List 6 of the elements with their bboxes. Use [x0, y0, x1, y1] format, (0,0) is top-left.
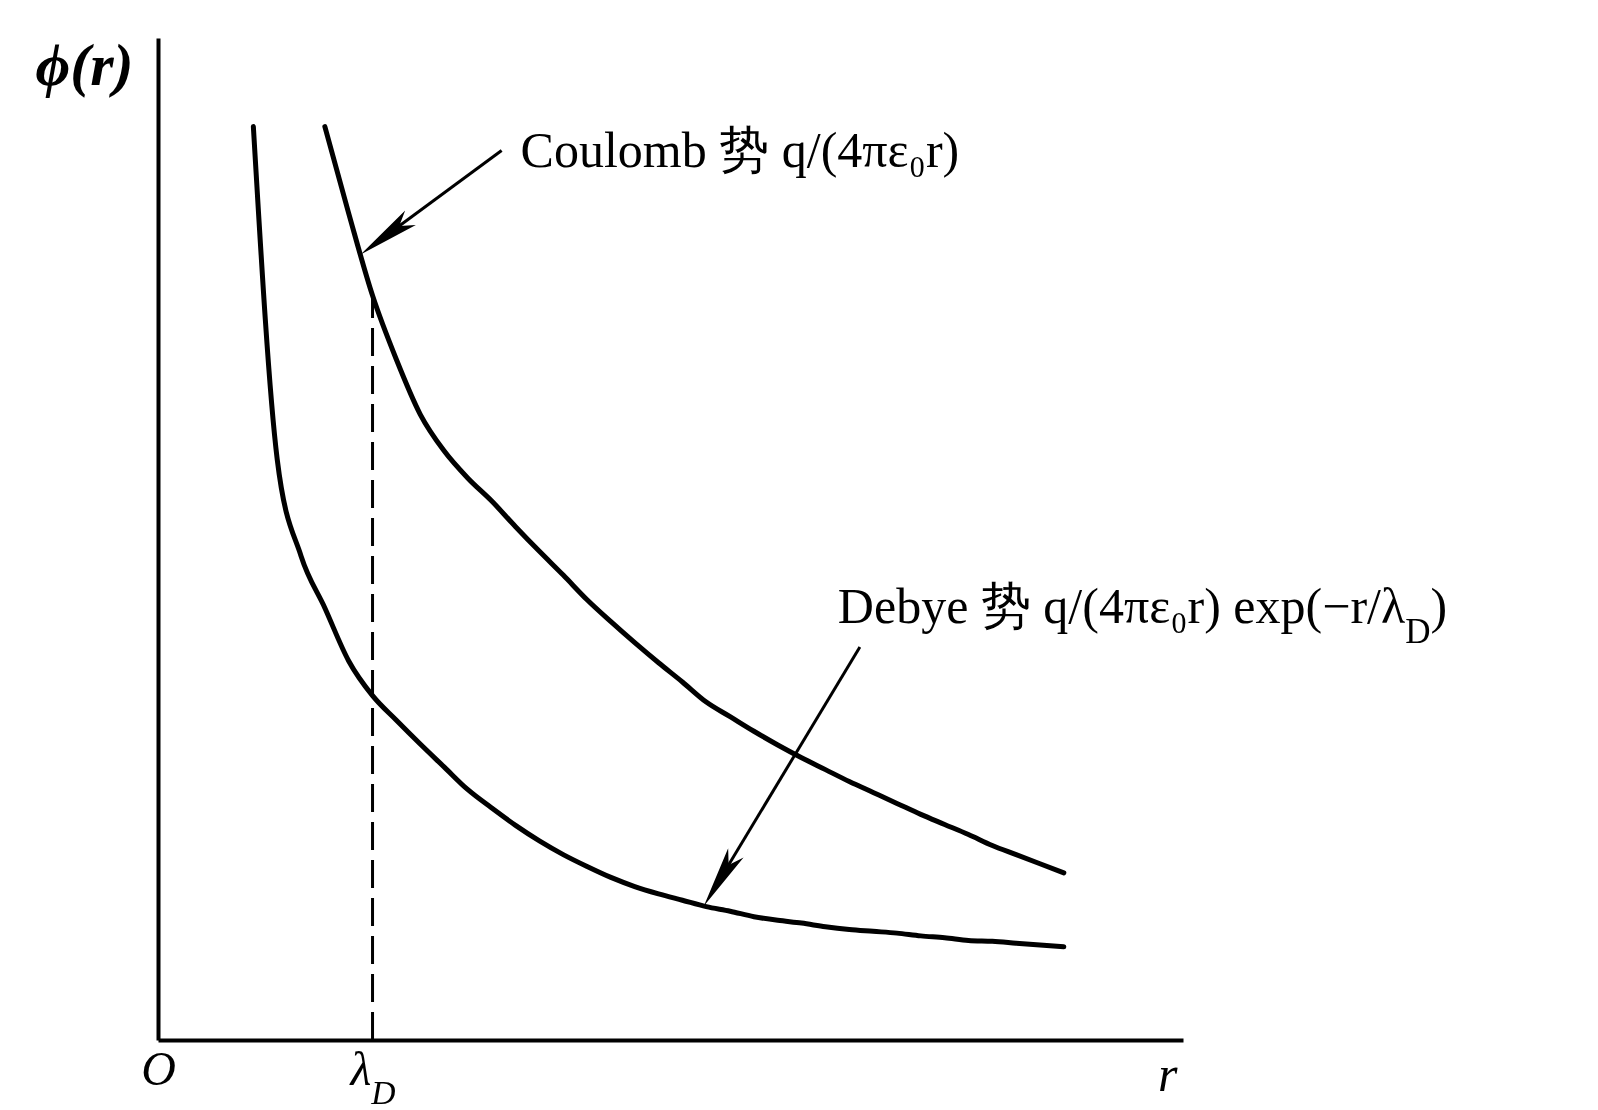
y-axis-title: ϕ(r)	[35, 31, 134, 98]
x-axis-title: r	[1158, 1045, 1179, 1102]
x-tick-label: O	[141, 1041, 176, 1095]
annotation: Coulomb 势 q/(4πε₀r)	[520, 122, 960, 179]
x-tick-label: λ$_{D}$	[348, 1041, 396, 1110]
annotation: Debye 势 q/(4πε₀r) exp(−r/λ$_{D}$)	[837, 578, 1448, 651]
